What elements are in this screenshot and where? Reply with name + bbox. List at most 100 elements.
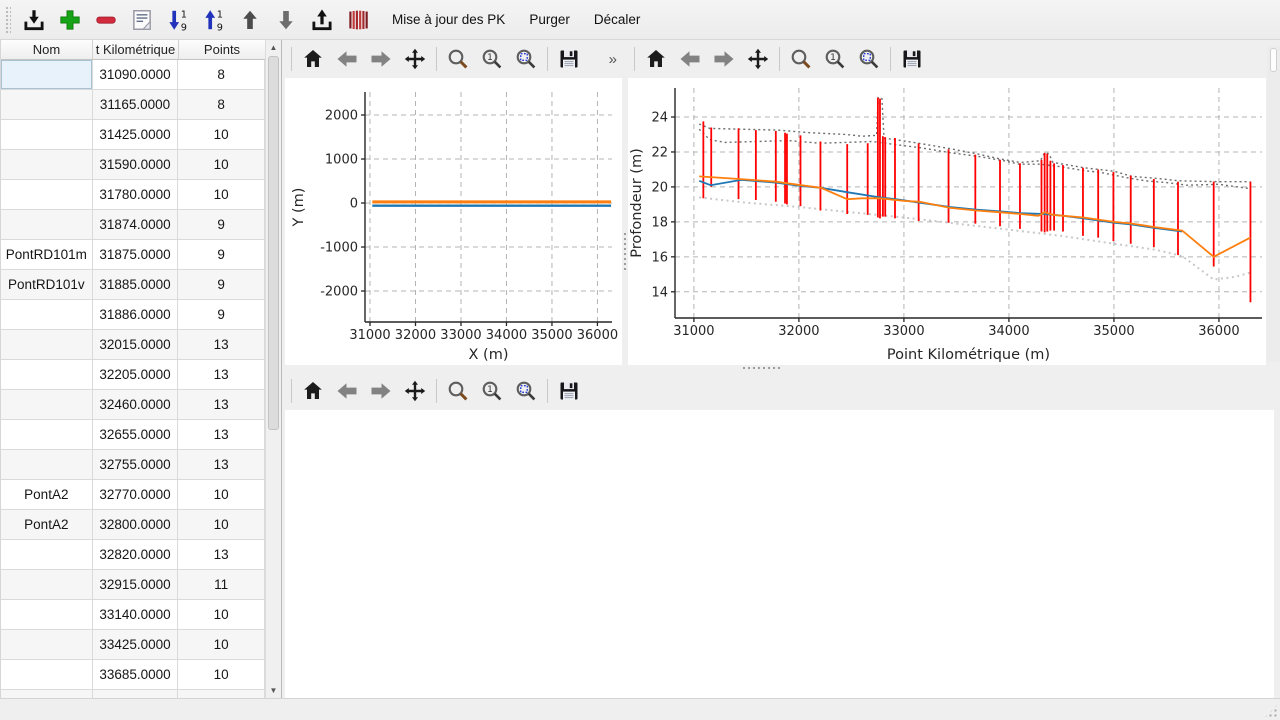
cell-points[interactable]: 8 <box>178 60 265 89</box>
cell-points[interactable]: 9 <box>178 270 265 299</box>
cell-points[interactable]: 10 <box>178 600 265 629</box>
table-scrollbar[interactable]: ▲ ▼ <box>265 40 281 698</box>
zoom-region-button[interactable] <box>511 377 541 405</box>
cell-pk[interactable]: 32915.0000 <box>93 570 179 599</box>
cell-pk[interactable]: 31425.0000 <box>93 120 179 149</box>
forward-button[interactable] <box>366 45 396 73</box>
vertical-splitter[interactable] <box>622 40 628 365</box>
zoom-button[interactable] <box>443 377 473 405</box>
column-header-1[interactable]: t Kilométrique <box>93 40 179 59</box>
zoom-button[interactable] <box>443 45 473 73</box>
cell-nom[interactable] <box>1 180 93 209</box>
cell-nom[interactable] <box>1 570 93 599</box>
cell-nom[interactable] <box>1 330 93 359</box>
remove-button[interactable] <box>90 4 122 36</box>
save-button[interactable] <box>554 377 584 405</box>
profil-scrollbar-thumb[interactable] <box>1270 48 1277 72</box>
cell-pk[interactable]: 33140.0000 <box>93 600 179 629</box>
cell-pk[interactable]: 31165.0000 <box>93 90 179 119</box>
home-button[interactable] <box>298 45 328 73</box>
purge-button[interactable]: Purger <box>529 12 570 27</box>
pan-button[interactable] <box>400 45 430 73</box>
cell-pk[interactable]: 32770.0000 <box>93 480 179 509</box>
cell-points[interactable]: 10 <box>178 150 265 179</box>
cell-nom[interactable] <box>1 630 93 659</box>
forward-button[interactable] <box>366 377 396 405</box>
cell-points[interactable]: 13 <box>178 360 265 389</box>
cell-points[interactable]: 9 <box>178 300 265 329</box>
move-up-button[interactable] <box>234 4 266 36</box>
cell-points[interactable] <box>178 690 265 698</box>
cell-nom[interactable]: PontA2 <box>1 480 93 509</box>
profiles-button[interactable] <box>342 4 374 36</box>
cell-nom[interactable] <box>1 90 93 119</box>
column-header-0[interactable]: Nom <box>1 40 93 59</box>
cell-nom[interactable]: PontA2 <box>1 510 93 539</box>
back-button[interactable] <box>332 377 362 405</box>
cell-nom[interactable] <box>1 150 93 179</box>
cell-points[interactable]: 11 <box>178 570 265 599</box>
cell-nom[interactable] <box>1 660 93 689</box>
cell-points[interactable]: 8 <box>178 90 265 119</box>
scroll-up-icon[interactable]: ▲ <box>269 43 278 52</box>
cell-pk[interactable]: 32755.0000 <box>93 450 179 479</box>
column-header-2[interactable]: Points <box>179 40 266 59</box>
pan-button[interactable] <box>743 45 773 73</box>
cell-points[interactable]: 9 <box>178 210 265 239</box>
cell-nom[interactable] <box>1 420 93 449</box>
cell-nom[interactable] <box>1 540 93 569</box>
cell-pk[interactable]: 32015.0000 <box>93 330 179 359</box>
horizontal-splitter[interactable] <box>285 365 1280 372</box>
cell-pk[interactable]: 31874.0000 <box>93 210 179 239</box>
cell-pk[interactable]: 31886.0000 <box>93 300 179 329</box>
save-button[interactable] <box>554 45 584 73</box>
cell-points[interactable]: 9 <box>178 240 265 269</box>
cell-nom[interactable] <box>1 390 93 419</box>
back-button[interactable] <box>332 45 362 73</box>
cell-pk[interactable]: 31590.0000 <box>93 150 179 179</box>
export-button[interactable] <box>306 4 338 36</box>
cell-pk[interactable]: 33685.0000 <box>93 660 179 689</box>
bottom-plot-canvas[interactable] <box>285 410 1274 698</box>
move-down-button[interactable] <box>270 4 302 36</box>
update-pk-button[interactable]: Mise à jour des PK <box>392 12 506 27</box>
import-button[interactable] <box>18 4 50 36</box>
zoom-one-button[interactable]: 1 <box>820 45 850 73</box>
scrollbar-thumb[interactable] <box>268 56 279 430</box>
cell-points[interactable]: 10 <box>178 660 265 689</box>
cell-nom[interactable] <box>1 300 93 329</box>
cell-pk[interactable]: 31780.0000 <box>93 180 179 209</box>
cell-points[interactable]: 13 <box>178 390 265 419</box>
cell-nom[interactable] <box>1 690 93 698</box>
size-grip[interactable] <box>1264 704 1278 718</box>
cell-points[interactable]: 10 <box>178 120 265 149</box>
cell-pk[interactable]: 32205.0000 <box>93 360 179 389</box>
home-button[interactable] <box>641 45 671 73</box>
cell-pk[interactable]: 32800.0000 <box>93 510 179 539</box>
cell-points[interactable]: 10 <box>178 630 265 659</box>
cell-nom[interactable]: PontRD101m <box>1 240 93 269</box>
cell-nom[interactable] <box>1 210 93 239</box>
notes-button[interactable] <box>126 4 158 36</box>
pan-button[interactable] <box>400 377 430 405</box>
cell-pk[interactable]: 32655.0000 <box>93 420 179 449</box>
cell-points[interactable]: 10 <box>178 510 265 539</box>
cell-nom[interactable] <box>1 60 93 89</box>
cell-pk[interactable]: 32460.0000 <box>93 390 179 419</box>
cell-points[interactable]: 13 <box>178 420 265 449</box>
cell-nom[interactable]: PontRD101v <box>1 270 93 299</box>
profil-plot-canvas[interactable]: 31000 32000 33000 34000 35000 36000 14 16 18 20 22… <box>628 78 1266 365</box>
cell-nom[interactable] <box>1 450 93 479</box>
cell-pk[interactable]: 31875.0000 <box>93 240 179 269</box>
scroll-down-icon[interactable]: ▼ <box>269 686 278 695</box>
zoom-region-button[interactable] <box>511 45 541 73</box>
cell-nom[interactable] <box>1 120 93 149</box>
toolbar-overflow-button[interactable]: » <box>608 50 617 68</box>
home-button[interactable] <box>298 377 328 405</box>
shift-button[interactable]: Décaler <box>593 12 641 27</box>
cell-nom[interactable] <box>1 360 93 389</box>
zoom-one-button[interactable]: 1 <box>477 45 507 73</box>
cell-points[interactable]: 13 <box>178 540 265 569</box>
